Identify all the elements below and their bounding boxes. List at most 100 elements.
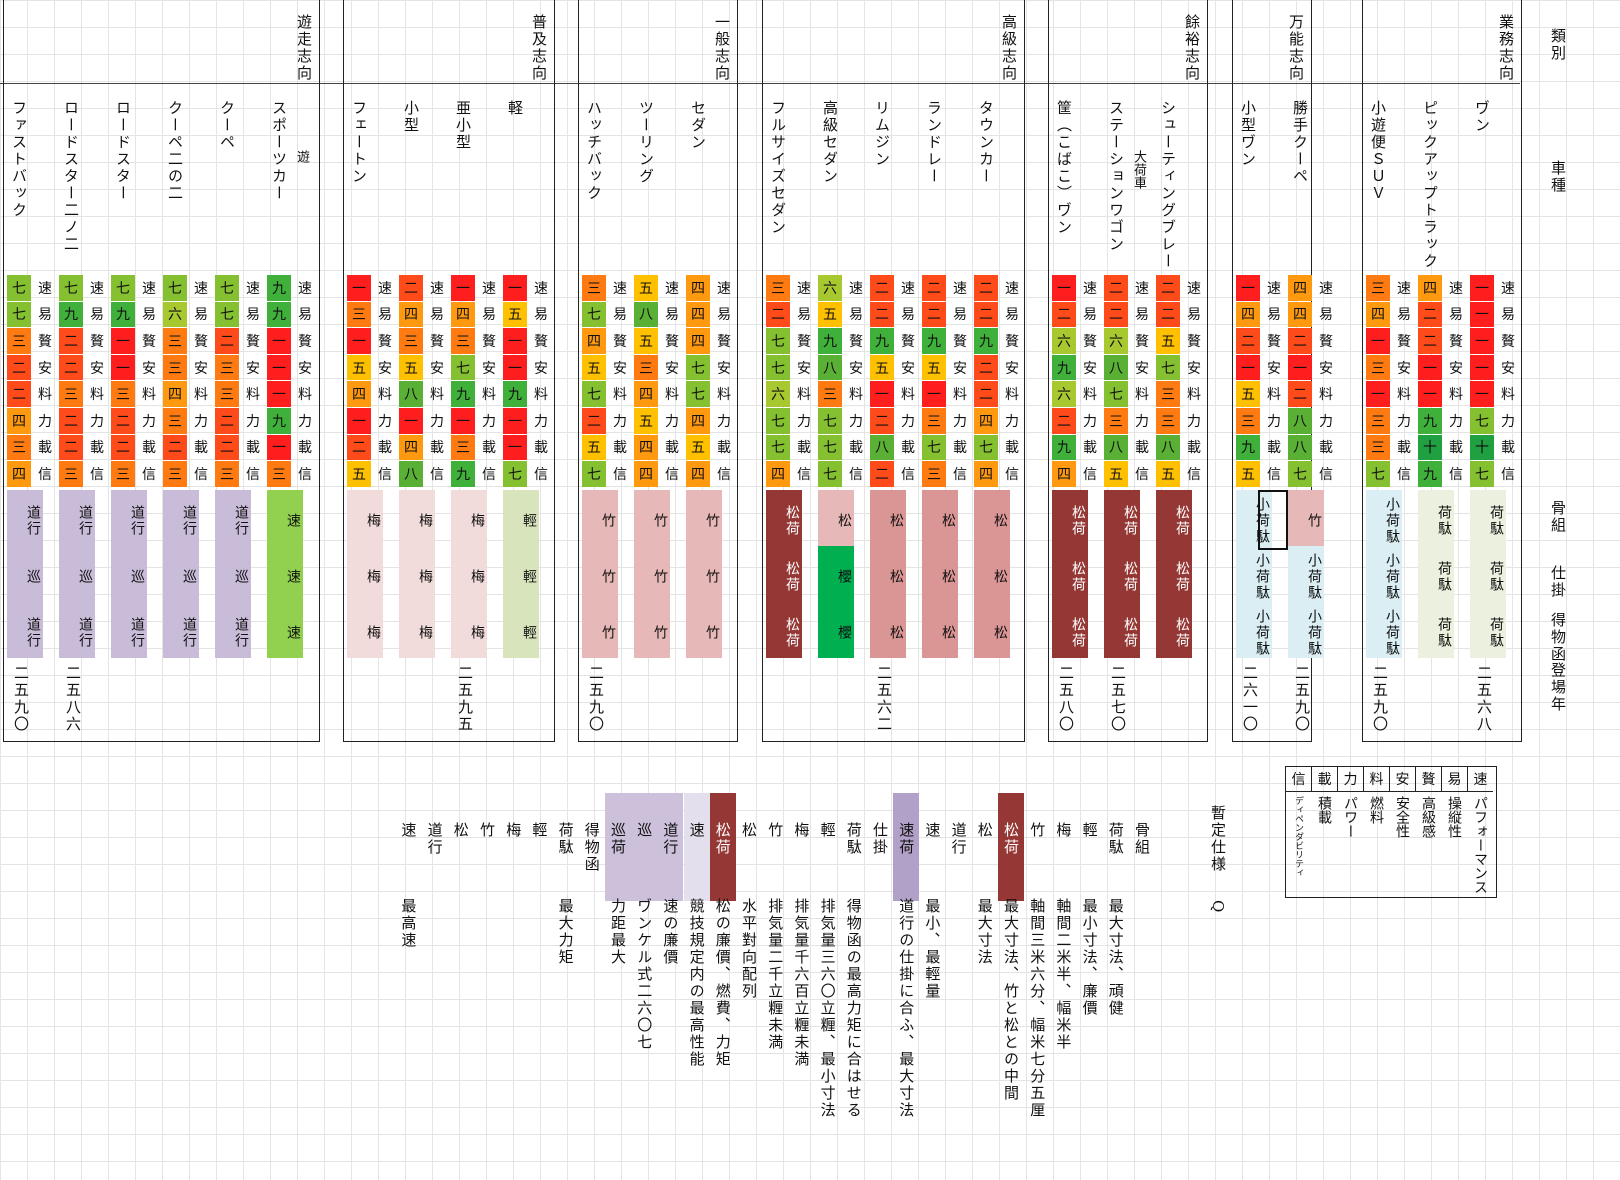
stat-value[interactable]: 四 [7, 461, 31, 487]
vehicle-name[interactable]: 小型 [402, 100, 420, 134]
stat-value[interactable]: 一 [503, 354, 527, 381]
part-chip[interactable]: 松 [974, 490, 1010, 546]
part-chip[interactable]: 荷駄 [1418, 602, 1454, 658]
stat-value[interactable]: 四 [347, 381, 371, 407]
vehicle-name[interactable]: タウンカー [977, 100, 995, 185]
stat-value[interactable]: 六 [163, 301, 187, 328]
vehicle-name[interactable]: 小型ヷン [1239, 100, 1257, 168]
stat-value[interactable]: 三 [766, 275, 790, 301]
stat-value[interactable]: 七 [1288, 461, 1312, 487]
stat-value[interactable]: 二 [974, 275, 998, 301]
stat-value[interactable]: 七 [686, 381, 710, 407]
stat-value[interactable]: 七 [1470, 461, 1494, 487]
stat-value[interactable]: 三 [59, 461, 83, 487]
stat-value[interactable]: 一 [503, 434, 527, 461]
part-chip[interactable]: 巡 [59, 546, 95, 602]
part-chip[interactable]: 小荷駄 [1366, 602, 1402, 658]
stat-value[interactable]: 五 [818, 301, 842, 328]
stat-value[interactable]: 一 [267, 328, 291, 354]
stat-value[interactable]: 四 [1236, 301, 1260, 328]
stat-value[interactable]: 五 [399, 354, 423, 381]
stat-value[interactable]: 四 [1418, 275, 1442, 301]
stat-value[interactable]: 一 [451, 408, 475, 434]
stat-value[interactable]: 五 [582, 354, 606, 381]
stat-value[interactable]: 九 [870, 328, 894, 354]
vehicle-name[interactable]: ハッチバック [585, 100, 603, 202]
part-chip[interactable]: 巡 [7, 546, 43, 602]
part-chip[interactable]: 梅 [451, 490, 487, 546]
part-chip[interactable]: 竹 [582, 490, 618, 546]
part-chip[interactable]: 松荷 [1156, 602, 1192, 658]
stat-value[interactable]: 九 [1418, 461, 1442, 487]
stat-value[interactable]: 二 [399, 275, 423, 301]
stat-value[interactable]: 三 [1366, 408, 1390, 434]
stat-value[interactable]: 七 [59, 275, 83, 301]
vehicle-name[interactable]: 亜小型 [454, 100, 472, 151]
stat-value[interactable]: 五 [922, 354, 946, 381]
stat-value[interactable]: 三 [582, 275, 606, 301]
vehicle-name[interactable]: クーペ [218, 100, 236, 151]
stat-value[interactable]: 七 [582, 301, 606, 328]
stat-value[interactable]: 九 [111, 301, 135, 328]
stat-value[interactable]: 三 [215, 354, 239, 381]
stat-value[interactable]: 一 [451, 275, 475, 301]
stat-value[interactable]: 三 [1366, 434, 1390, 461]
stat-value[interactable]: 九 [267, 408, 291, 434]
stat-value[interactable]: 七 [766, 354, 790, 381]
part-chip[interactable]: 巡 [111, 546, 147, 602]
vehicle-name[interactable]: スポーツカー [270, 100, 288, 202]
part-chip[interactable]: 小荷駄 [1236, 602, 1272, 658]
stat-value[interactable]: 七 [1156, 354, 1180, 381]
stat-value[interactable]: 九 [267, 275, 291, 301]
stat-value[interactable]: 四 [1288, 275, 1312, 301]
stat-value[interactable]: 八 [1156, 434, 1180, 461]
stat-value[interactable]: 二 [111, 408, 135, 434]
stat-value[interactable]: 二 [163, 434, 187, 461]
stat-value[interactable]: 七 [818, 461, 842, 487]
stat-value[interactable]: 二 [1236, 328, 1260, 354]
stat-value[interactable]: 二 [347, 434, 371, 461]
stat-value[interactable]: 一 [1236, 354, 1260, 381]
stat-value[interactable]: 二 [59, 328, 83, 354]
stat-value[interactable]: 六 [1052, 328, 1076, 354]
stat-value[interactable]: 八 [1288, 434, 1312, 461]
stat-value[interactable]: 三 [1156, 408, 1180, 434]
part-chip[interactable]: 松荷 [1104, 602, 1140, 658]
stat-value[interactable]: 二 [1156, 301, 1180, 328]
part-chip[interactable]: 道行 [111, 490, 147, 546]
stat-value[interactable]: 三 [7, 434, 31, 461]
stat-value[interactable]: 二 [870, 408, 894, 434]
part-chip[interactable]: 道行 [163, 602, 199, 658]
part-chip[interactable]: 梅 [451, 546, 487, 602]
part-chip[interactable]: 速 [267, 602, 303, 658]
stat-value[interactable]: 一 [267, 381, 291, 407]
part-chip[interactable]: 松荷 [766, 602, 802, 658]
stat-value[interactable]: 三 [922, 461, 946, 487]
stat-value[interactable]: 五 [634, 408, 658, 434]
vehicle-name[interactable]: ツーリング [637, 100, 655, 185]
stat-value[interactable]: 一 [1470, 354, 1494, 381]
stat-value[interactable]: 五 [582, 434, 606, 461]
stat-value[interactable]: 七 [111, 275, 135, 301]
part-chip[interactable]: 小荷駄 [1236, 546, 1272, 602]
stat-value[interactable]: 七 [7, 301, 31, 328]
stat-value[interactable]: 七 [503, 461, 527, 487]
stat-value[interactable]: 二 [870, 275, 894, 301]
stat-value[interactable]: 六 [1052, 381, 1076, 407]
part-chip[interactable]: 松荷 [766, 546, 802, 602]
stat-value[interactable]: 一 [267, 354, 291, 381]
stat-value[interactable]: 四 [686, 408, 710, 434]
part-chip[interactable]: 道行 [59, 490, 95, 546]
stat-value[interactable]: 七 [451, 354, 475, 381]
stat-value[interactable]: 一 [1418, 354, 1442, 381]
stat-value[interactable]: 八 [1288, 408, 1312, 434]
stat-value[interactable]: 八 [1104, 434, 1128, 461]
vehicle-name[interactable]: 高級セダン [821, 100, 839, 185]
part-chip[interactable]: 荷駄 [1470, 490, 1506, 546]
vehicle-name[interactable]: ファストバック [10, 100, 28, 219]
vehicle-name[interactable]: リムジン [873, 100, 891, 168]
part-chip[interactable]: 道行 [59, 602, 95, 658]
stat-value[interactable]: 一 [1052, 275, 1076, 301]
stat-value[interactable]: 四 [582, 328, 606, 354]
stat-value[interactable]: 三 [111, 381, 135, 407]
